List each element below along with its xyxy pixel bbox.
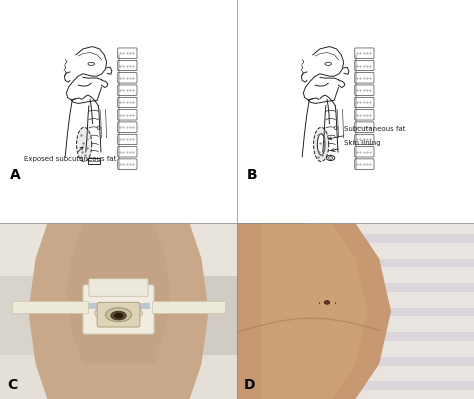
Polygon shape xyxy=(0,223,237,276)
Ellipse shape xyxy=(114,313,123,318)
Polygon shape xyxy=(314,127,328,162)
Text: Skin lining: Skin lining xyxy=(331,140,380,151)
Ellipse shape xyxy=(328,156,333,159)
FancyBboxPatch shape xyxy=(118,146,137,157)
Text: C: C xyxy=(7,378,18,392)
Text: B: B xyxy=(246,168,257,182)
Polygon shape xyxy=(237,223,391,399)
Bar xyxy=(308,332,474,341)
FancyBboxPatch shape xyxy=(118,122,137,132)
Polygon shape xyxy=(28,223,209,399)
Bar xyxy=(308,259,474,267)
FancyBboxPatch shape xyxy=(118,85,137,95)
Ellipse shape xyxy=(95,304,142,322)
Polygon shape xyxy=(0,355,237,399)
Ellipse shape xyxy=(106,308,132,322)
Polygon shape xyxy=(261,223,367,399)
FancyBboxPatch shape xyxy=(118,73,137,83)
Polygon shape xyxy=(66,223,171,364)
Text: Subcutaneous fat: Subcutaneous fat xyxy=(328,126,405,140)
Bar xyxy=(308,381,474,390)
Ellipse shape xyxy=(98,126,100,130)
FancyBboxPatch shape xyxy=(355,159,374,169)
FancyBboxPatch shape xyxy=(355,73,374,83)
Ellipse shape xyxy=(334,126,337,130)
Polygon shape xyxy=(308,223,474,399)
FancyBboxPatch shape xyxy=(83,285,154,334)
FancyBboxPatch shape xyxy=(355,122,374,132)
Ellipse shape xyxy=(327,155,335,160)
Polygon shape xyxy=(318,134,325,155)
FancyBboxPatch shape xyxy=(118,97,137,108)
FancyBboxPatch shape xyxy=(355,60,374,71)
FancyBboxPatch shape xyxy=(118,60,137,71)
Polygon shape xyxy=(154,223,237,399)
FancyBboxPatch shape xyxy=(355,134,374,145)
Ellipse shape xyxy=(111,311,126,320)
FancyBboxPatch shape xyxy=(118,159,137,169)
Bar xyxy=(308,234,474,243)
FancyBboxPatch shape xyxy=(89,279,148,296)
FancyBboxPatch shape xyxy=(355,146,374,157)
Bar xyxy=(308,308,474,316)
Bar xyxy=(308,283,474,292)
FancyBboxPatch shape xyxy=(118,110,137,120)
Ellipse shape xyxy=(324,301,330,304)
FancyBboxPatch shape xyxy=(355,110,374,120)
FancyBboxPatch shape xyxy=(97,302,140,327)
Bar xyxy=(86,303,151,310)
FancyBboxPatch shape xyxy=(118,134,137,145)
Bar xyxy=(308,357,474,365)
Bar xyxy=(152,301,225,313)
Bar xyxy=(12,301,88,313)
Text: A: A xyxy=(9,168,20,182)
FancyBboxPatch shape xyxy=(355,48,374,58)
FancyBboxPatch shape xyxy=(118,48,137,58)
Polygon shape xyxy=(0,223,83,399)
Polygon shape xyxy=(88,158,100,164)
FancyBboxPatch shape xyxy=(355,85,374,95)
Text: Exposed subcutaneous fat: Exposed subcutaneous fat xyxy=(24,147,116,162)
Polygon shape xyxy=(77,127,92,162)
FancyBboxPatch shape xyxy=(355,97,374,108)
Text: D: D xyxy=(244,378,255,392)
